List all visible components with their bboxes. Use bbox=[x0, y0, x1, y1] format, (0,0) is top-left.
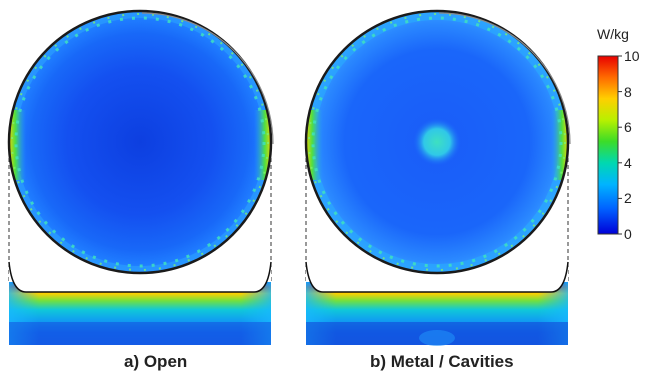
colorbar-unit-label: W/kg bbox=[597, 26, 629, 42]
panel-b-caption: b) Metal / Cavities bbox=[370, 352, 514, 371]
panel-a-top-view bbox=[9, 11, 271, 273]
colorbar-tick-label: 6 bbox=[624, 119, 632, 136]
colorbar-tick-label: 2 bbox=[624, 190, 632, 207]
panel-b-disc-outline bbox=[304, 9, 570, 275]
colorbar-tick-label: 0 bbox=[624, 226, 632, 242]
panel-b-central-hotspot bbox=[413, 118, 461, 166]
panel-a-caption: a) Open bbox=[124, 352, 188, 371]
panel-a-side-view bbox=[8, 261, 272, 345]
colorbar-gradient bbox=[597, 55, 619, 235]
colorbar-ticks bbox=[618, 55, 622, 235]
panel-b bbox=[304, 9, 571, 346]
panel-b-side-view bbox=[305, 261, 569, 346]
panel-a-disc-outline bbox=[7, 9, 273, 275]
panel-a bbox=[7, 9, 274, 345]
colorbar bbox=[597, 55, 622, 235]
colorbar-tick-label: 8 bbox=[624, 83, 632, 100]
colorbar-tick-label: 10 bbox=[624, 48, 640, 64]
colorbar-tick-label: 4 bbox=[624, 154, 632, 171]
panel-b-top-view bbox=[306, 11, 568, 273]
